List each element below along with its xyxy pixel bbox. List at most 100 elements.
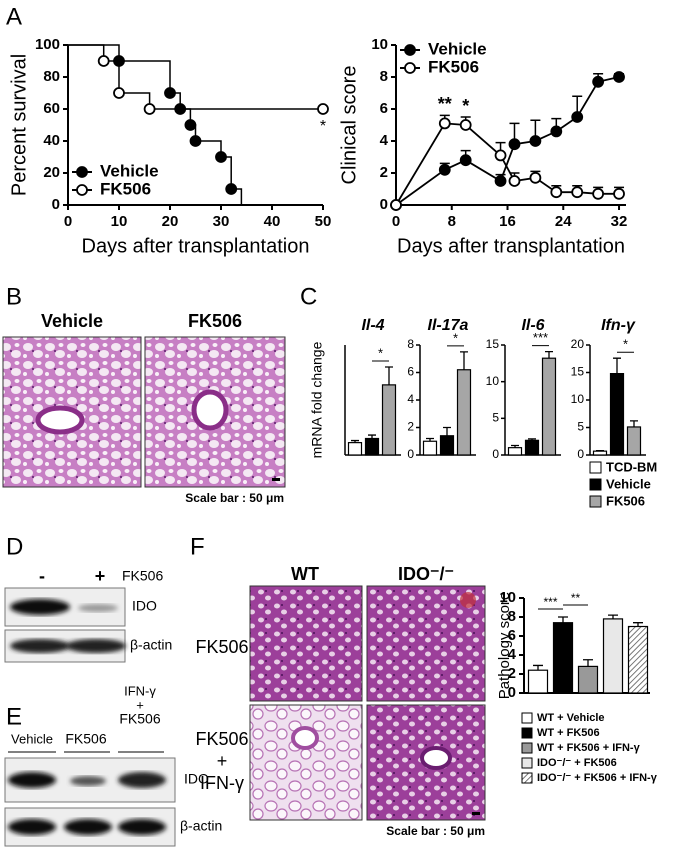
x-tick-label: 10: [111, 213, 128, 230]
row-label: FK506: [195, 637, 248, 657]
x-axis-label: Days after transplantation: [397, 235, 625, 257]
x-tick-label: 50: [315, 213, 332, 230]
row-label: FK506: [195, 729, 248, 749]
lane-label: -: [39, 566, 45, 586]
scale-bar-label: Scale bar : 50 μm: [386, 824, 485, 838]
marker: [390, 199, 402, 211]
row-label: IFN-γ: [200, 773, 244, 793]
bar: [381, 384, 397, 456]
row-label: IDO: [132, 598, 157, 614]
legend-label: WT + FK506 + IFN-γ: [537, 742, 641, 754]
legend-swatch: [521, 742, 533, 754]
error-bar: [545, 350, 553, 359]
y-axis-label: mRNA fold change: [309, 341, 325, 458]
micrograph: [249, 585, 363, 702]
y-tick-label: 4: [508, 646, 517, 663]
marker: [571, 186, 584, 199]
lane-label: +: [136, 697, 144, 712]
marker: [529, 135, 542, 147]
band: [118, 772, 166, 788]
legend-label: FK506: [606, 493, 645, 508]
legend-marker: [76, 166, 88, 178]
y-tick-label: 2: [407, 420, 414, 434]
legend-label: Vehicle: [606, 476, 651, 491]
x-tick-label: 0: [64, 213, 72, 230]
bar: [577, 665, 599, 694]
y-tick-label: 0: [577, 447, 584, 461]
facet-title: Il-17a: [428, 317, 469, 334]
series-line: [395, 76, 620, 206]
x-tick-label: 40: [264, 213, 281, 230]
x-tick-label: 30: [213, 213, 230, 230]
legend-label: WT + Vehicle: [537, 712, 605, 724]
micrograph: [249, 704, 363, 821]
error-bar: [460, 351, 468, 370]
y-tick-label: 4: [380, 132, 389, 149]
bar: [527, 669, 549, 694]
marker: [494, 175, 507, 187]
lane-label: FK506: [119, 711, 160, 727]
legend-marker: [76, 184, 88, 196]
survival-line: [68, 44, 323, 110]
airway: [35, 405, 85, 435]
annotation: *: [462, 96, 469, 116]
series-line: [395, 122, 620, 206]
legend-swatch: [589, 461, 602, 474]
y-tick-label: 8: [508, 608, 516, 625]
bar: [364, 437, 380, 456]
marker: [225, 183, 238, 195]
airway: [420, 746, 452, 770]
y-tick-label: 15: [486, 337, 500, 351]
marker: [459, 119, 472, 131]
marker: [143, 103, 156, 115]
legend-label: WT + FK506: [537, 727, 600, 739]
facet-title: Il-4: [361, 317, 384, 334]
marker: [613, 71, 625, 83]
legend-marker: [404, 44, 416, 56]
x-tick-label: 32: [611, 213, 628, 230]
y-tick-label: 20: [43, 164, 60, 181]
marker: [508, 175, 521, 187]
x-tick-label: 20: [162, 213, 179, 230]
y-tick-label: 80: [43, 68, 60, 85]
facet-title: Ifn-γ: [601, 317, 636, 334]
y-tick-label: 8: [380, 68, 388, 85]
y-tick-label: 4: [407, 392, 414, 406]
bar: [456, 369, 472, 456]
lane-label: +: [95, 566, 106, 586]
y-tick-label: 20: [571, 337, 585, 351]
error-bar: [583, 659, 593, 667]
legend-swatch: [521, 727, 533, 739]
row-label: β-actin: [130, 637, 172, 653]
legend-marker: [404, 62, 416, 74]
error-bar: [608, 614, 618, 619]
y-tick-label: 2: [380, 164, 388, 181]
error-bar: [443, 426, 451, 436]
marker: [592, 187, 605, 200]
panel-label: D: [6, 533, 23, 560]
scale-bar-label: Scale bar : 50 μm: [185, 491, 284, 505]
band: [10, 639, 70, 653]
marker: [164, 87, 176, 99]
legend-label: TCD-BM: [606, 459, 657, 474]
significance-label: ***: [533, 330, 548, 345]
y-tick-label: 2: [508, 665, 516, 682]
panel-label: A: [6, 3, 22, 30]
marker: [508, 138, 521, 151]
band: [8, 819, 56, 835]
legend-swatch: [589, 478, 602, 491]
x-tick-label: 16: [499, 213, 516, 230]
airway: [191, 389, 229, 431]
error-bar: [613, 357, 621, 374]
y-axis-label: Clinical score: [338, 66, 360, 185]
y-tick-label: 0: [52, 196, 60, 213]
bar: [552, 622, 574, 694]
marker: [97, 55, 110, 67]
x-tick-label: 24: [555, 213, 572, 230]
error-bar: [533, 664, 543, 671]
y-tick-label: 60: [43, 100, 60, 117]
marker: [317, 103, 329, 115]
bar: [507, 447, 523, 456]
row-label: β-actin: [180, 818, 222, 834]
band: [78, 604, 118, 612]
